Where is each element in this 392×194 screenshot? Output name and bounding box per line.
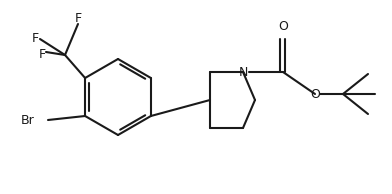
Text: Br: Br	[21, 113, 35, 126]
Text: N: N	[238, 66, 248, 79]
Text: F: F	[31, 33, 38, 46]
Text: F: F	[74, 11, 82, 24]
Text: O: O	[278, 20, 288, 33]
Text: F: F	[38, 48, 45, 61]
Text: O: O	[310, 87, 320, 100]
